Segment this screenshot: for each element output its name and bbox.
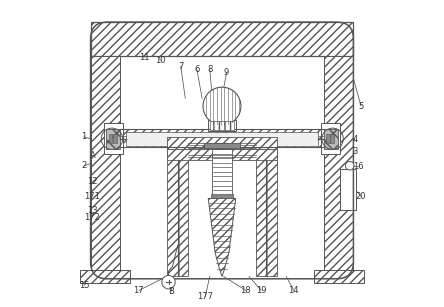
Text: 5: 5 [358, 102, 364, 111]
Bar [167, 137, 277, 149]
Bar [326, 134, 329, 143]
Text: 3: 3 [352, 147, 357, 157]
Text: 8: 8 [207, 65, 213, 74]
Bar [80, 270, 131, 283]
Circle shape [162, 275, 175, 289]
Text: B: B [168, 287, 174, 296]
Bar [113, 134, 117, 143]
Bar [107, 129, 120, 149]
Bar [109, 134, 112, 143]
Text: 19: 19 [256, 286, 266, 295]
Bar [330, 134, 334, 143]
Text: 17: 17 [134, 286, 144, 295]
Bar [210, 121, 234, 130]
Bar [256, 148, 277, 276]
Text: 16: 16 [353, 162, 363, 171]
Text: 20: 20 [356, 192, 366, 201]
Text: 10: 10 [155, 56, 166, 65]
Text: 9: 9 [224, 68, 229, 77]
Text: 172: 172 [84, 213, 100, 222]
Circle shape [203, 87, 241, 125]
Text: 7: 7 [178, 62, 183, 71]
Text: 177: 177 [197, 292, 213, 301]
Text: 2: 2 [81, 161, 87, 170]
Text: 171: 171 [84, 192, 100, 201]
Bar [340, 169, 357, 210]
Bar [210, 194, 234, 198]
Text: 13: 13 [87, 206, 97, 215]
Bar [119, 129, 325, 147]
Bar [167, 148, 188, 276]
Text: 4: 4 [353, 135, 357, 144]
Bar [167, 149, 277, 160]
Bar [325, 56, 353, 279]
Bar [212, 149, 232, 195]
Circle shape [345, 161, 354, 170]
Polygon shape [208, 198, 236, 276]
Bar [313, 270, 364, 283]
Bar [324, 129, 337, 149]
Bar [126, 132, 318, 146]
Text: 6: 6 [194, 65, 200, 74]
Bar [91, 56, 119, 279]
Text: 12: 12 [87, 177, 97, 185]
Text: 14: 14 [289, 286, 299, 295]
Text: 1: 1 [81, 132, 87, 141]
Bar [208, 120, 236, 130]
Bar [104, 123, 123, 154]
Text: 18: 18 [241, 286, 251, 295]
Text: 15: 15 [79, 281, 89, 290]
Bar [321, 123, 340, 154]
Bar [204, 143, 240, 148]
Text: 11: 11 [139, 53, 149, 62]
Bar [91, 22, 353, 56]
Text: A: A [90, 150, 96, 160]
